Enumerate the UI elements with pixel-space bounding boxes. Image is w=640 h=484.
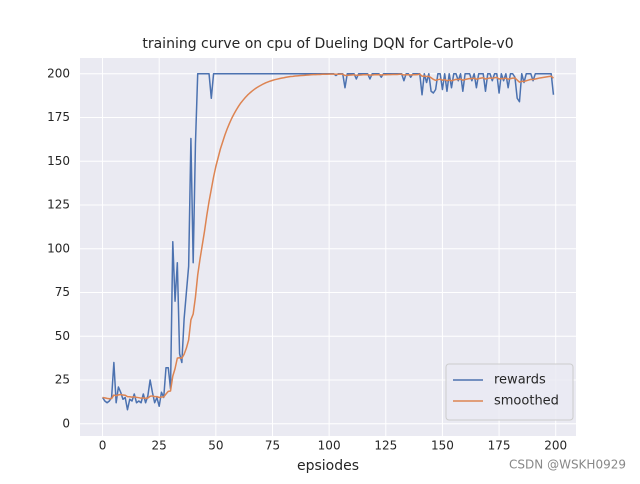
chart-title: training curve on cpu of Dueling DQN for… bbox=[142, 36, 513, 52]
y-tick-label: 150 bbox=[47, 154, 70, 168]
x-tick-label: 125 bbox=[374, 439, 397, 453]
x-tick-label: 25 bbox=[152, 439, 167, 453]
y-tick-label: 175 bbox=[47, 110, 70, 124]
y-tick-label: 125 bbox=[47, 198, 70, 212]
x-tick-label: 200 bbox=[544, 439, 567, 453]
x-tick-label: 100 bbox=[318, 439, 341, 453]
y-tick-label: 25 bbox=[55, 373, 70, 387]
legend-label: rewards bbox=[494, 373, 546, 388]
line-series bbox=[102, 73, 554, 400]
y-tick-label: 0 bbox=[62, 416, 70, 430]
legend-box bbox=[445, 363, 574, 421]
x-tick-label: 75 bbox=[265, 439, 280, 453]
x-axis-label: epsiodes bbox=[297, 458, 359, 474]
x-tick-label: 50 bbox=[208, 439, 223, 453]
y-tick-label: 100 bbox=[47, 241, 70, 255]
x-tick-label: 0 bbox=[99, 439, 107, 453]
y-tick-label: 200 bbox=[47, 66, 70, 80]
watermark: CSDN @WSKH0929 bbox=[509, 458, 626, 472]
x-tick-label: 150 bbox=[431, 439, 454, 453]
y-tick-label: 50 bbox=[55, 329, 70, 343]
legend-label: smoothed bbox=[494, 394, 559, 409]
x-tick-label: 175 bbox=[488, 439, 511, 453]
y-tick-label: 75 bbox=[55, 285, 70, 299]
